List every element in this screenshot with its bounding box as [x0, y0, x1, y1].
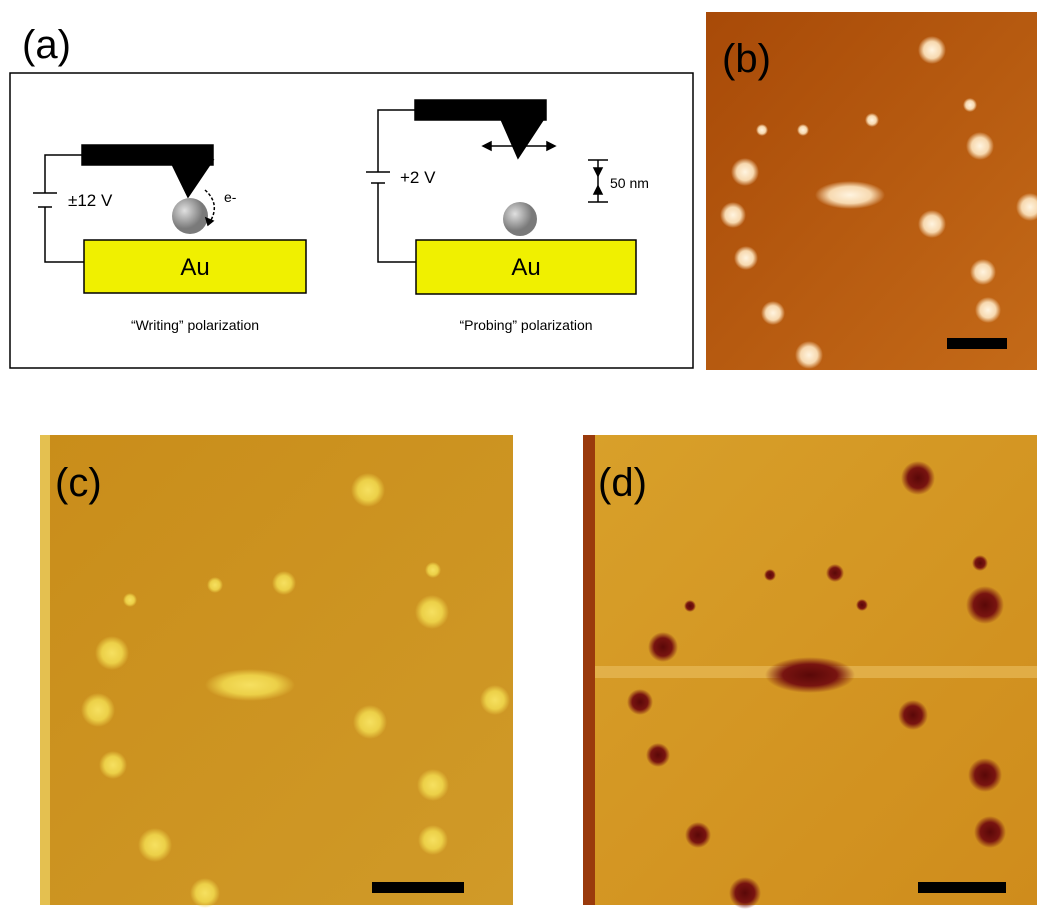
- voltage-label: +2 V: [400, 168, 436, 187]
- afm-image: [40, 435, 513, 908]
- panel-label: (a): [22, 23, 71, 67]
- panel-label: (d): [598, 461, 647, 505]
- scale-bar: [918, 882, 1006, 893]
- caption: “Probing” polarization: [459, 317, 592, 333]
- panel-label: (b): [722, 37, 771, 81]
- afm-image: [583, 435, 1037, 909]
- electron-label: e-: [224, 189, 237, 205]
- scale-label: 50 nm: [610, 175, 649, 191]
- substrate-label: Au: [511, 254, 540, 281]
- substrate-label: Au: [180, 254, 209, 281]
- scale-bar: [947, 338, 1007, 349]
- figure: (a) ±12 V e- Au “Writing” polarization +…: [0, 0, 1037, 910]
- scale-bar: [372, 882, 464, 893]
- panel-label: (c): [55, 461, 102, 505]
- caption: “Writing” polarization: [131, 317, 259, 333]
- voltage-label: ±12 V: [68, 191, 113, 210]
